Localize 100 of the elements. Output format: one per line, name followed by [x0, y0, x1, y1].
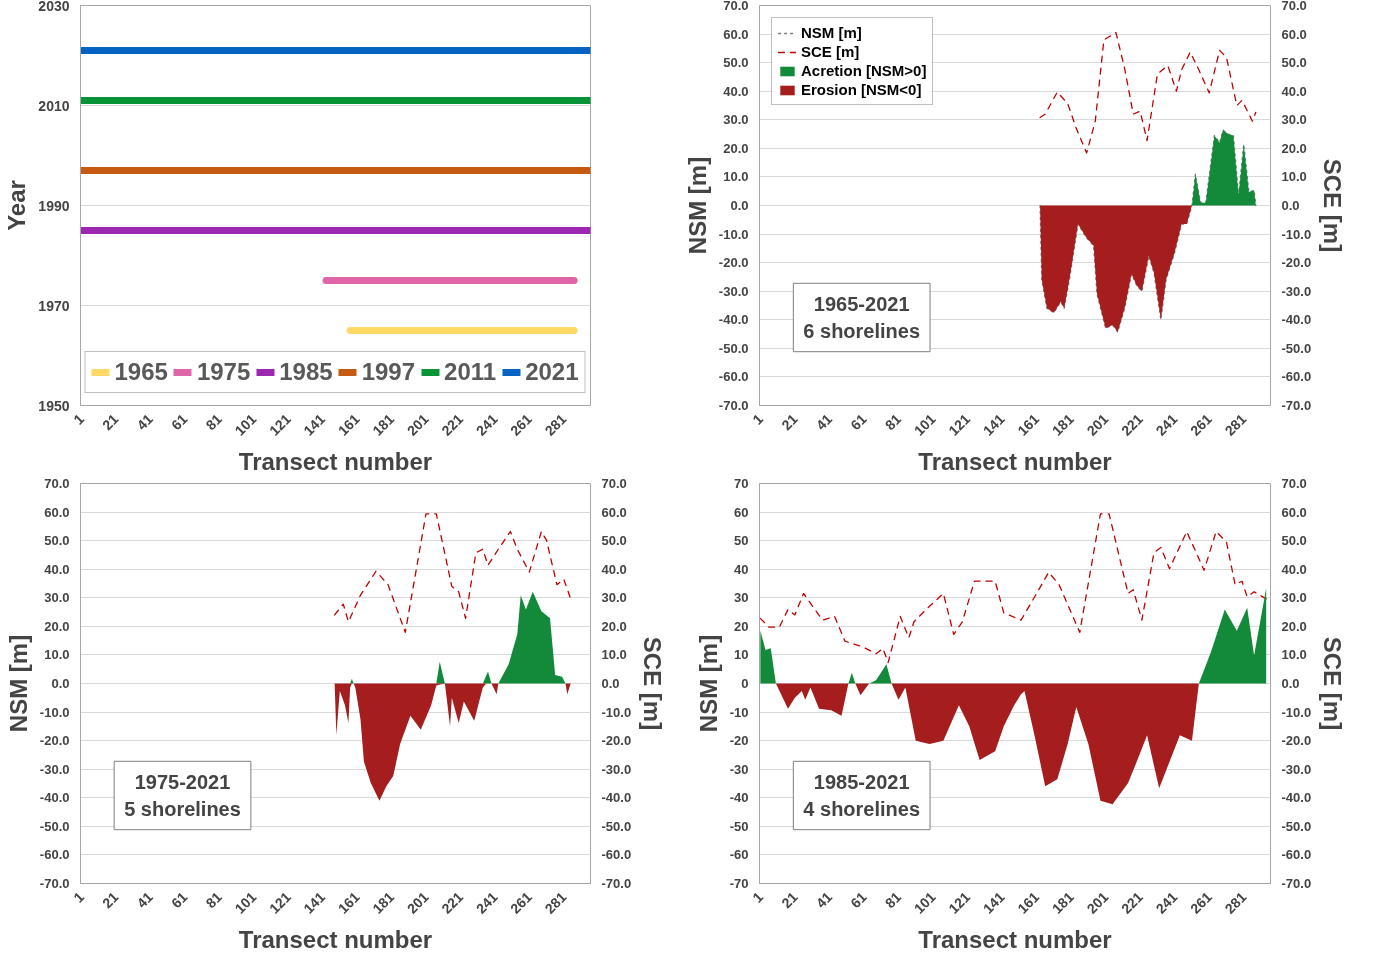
x-tick-label: 261	[1187, 888, 1216, 917]
y-axis-title: NSM [m]	[683, 156, 711, 255]
y2-tick-label: 50.0	[1281, 533, 1307, 549]
x-tick-label: 181	[369, 888, 398, 917]
y-tick-label: 10	[734, 647, 749, 663]
x-tick-label: 141	[979, 888, 1008, 917]
y2-tick-label: -10.0	[1281, 704, 1312, 720]
y2-tick-label: 60.0	[601, 504, 627, 520]
y-tick-label: -50	[729, 818, 749, 834]
y-tick-label: 2030	[38, 0, 70, 14]
y-tick-label: 40	[734, 561, 749, 577]
y-tick-label: -40.0	[39, 790, 70, 806]
y2-tick-label: -40.0	[1281, 312, 1312, 328]
y-tick-label: -60.0	[718, 369, 749, 385]
y2-tick-label: 10.0	[1281, 647, 1307, 663]
y2-tick-label: 50.0	[1281, 55, 1307, 71]
x-tick-label: 241	[472, 888, 501, 917]
y-tick-label: -70.0	[39, 876, 70, 891]
x-tick-label: 21	[778, 410, 801, 434]
y-tick-label: 60.0	[723, 26, 749, 42]
y-tick-label: 20.0	[44, 618, 70, 634]
y2-axis-title: SCE [m]	[639, 636, 667, 731]
y2-tick-label: 40.0	[1281, 83, 1307, 99]
y2-tick-label: 60.0	[1281, 26, 1307, 42]
y2-tick-label: -60.0	[1281, 847, 1312, 863]
y2-tick-label: -30.0	[601, 761, 632, 777]
x-tick-label: 81	[202, 888, 226, 912]
legend-label: 2011	[444, 358, 497, 386]
x-tick-label: 181	[1048, 888, 1077, 917]
y-tick-label: 30	[734, 590, 749, 606]
y2-tick-label: -60.0	[601, 847, 632, 863]
legend-label: SCE [m]	[801, 43, 860, 60]
y-tick-label: -70	[729, 876, 749, 891]
y-tick-label: 2010	[38, 97, 70, 114]
x-tick-label: 281	[1221, 888, 1250, 917]
y-tick-label: 40.0	[44, 561, 70, 577]
y-tick-label: -50.0	[718, 340, 749, 356]
legend-label: Acretion [NSM>0]	[801, 62, 927, 79]
y2-tick-label: -50.0	[1281, 340, 1312, 356]
annotation: 1985-2021 4 shorelines	[803, 771, 921, 820]
x-tick-label: 281	[541, 888, 570, 917]
y-tick-label: -50.0	[39, 818, 70, 834]
y-axis-title: Year	[3, 180, 31, 231]
y2-tick-label: 0.0	[1281, 198, 1300, 213]
y-tick-label: 40.0	[723, 83, 749, 99]
y-tick-label: 20.0	[723, 140, 749, 156]
y2-tick-label: 60.0	[1281, 504, 1307, 520]
y2-axis-title: SCE [m]	[1319, 158, 1347, 253]
y-tick-label: 70.0	[44, 476, 70, 491]
legend-label: 1965	[114, 358, 168, 386]
x-tick-label: 101	[910, 888, 939, 917]
y-tick-label: -40.0	[718, 312, 749, 328]
y-tick-label: -30.0	[39, 761, 70, 777]
y2-tick-label: -10.0	[601, 704, 632, 720]
y-tick-label: -30	[729, 761, 749, 777]
x-tick-label: 61	[847, 888, 870, 912]
x-tick-label: 201	[1083, 410, 1112, 439]
y2-tick-label: -60.0	[1281, 369, 1312, 385]
y-tick-label: -40	[729, 790, 749, 806]
x-tick-label: 101	[231, 888, 260, 917]
x-tick-label: 21	[99, 888, 122, 912]
x-tick-label: 81	[881, 888, 905, 912]
x-tick-label: 1	[70, 410, 88, 428]
y2-tick-label: -30.0	[1281, 283, 1312, 299]
y2-tick-label: -10.0	[1281, 226, 1312, 242]
y-tick-label: 1950	[38, 397, 70, 414]
y2-tick-label: 40.0	[1281, 561, 1307, 577]
y-tick-label: 50	[734, 533, 749, 549]
x-tick-label: 121	[265, 410, 294, 439]
y-tick-label: 70.0	[723, 0, 749, 13]
x-tick-label: 1	[749, 410, 767, 428]
x-tick-label: 181	[369, 410, 398, 439]
legend-label: 2021	[525, 358, 579, 386]
x-axis-title: Transect number	[918, 926, 1112, 954]
x-tick-label: 101	[910, 410, 939, 439]
y2-tick-label: -50.0	[601, 818, 632, 834]
x-tick-label: 261	[1187, 410, 1216, 439]
x-tick-label: 221	[438, 888, 467, 917]
annotation: 1975-2021 5 shorelines	[124, 771, 241, 820]
x-tick-label: 121	[945, 888, 974, 917]
y-tick-label: -20.0	[39, 733, 70, 749]
x-tick-label: 41	[812, 410, 836, 434]
legend-label: 1985	[279, 358, 333, 386]
y-tick-label: -10.0	[718, 226, 749, 242]
y-tick-label: -60.0	[39, 847, 70, 863]
x-tick-label: 161	[334, 888, 363, 917]
x-tick-label: 101	[231, 410, 260, 439]
y2-tick-label: 70.0	[1281, 0, 1307, 13]
y2-tick-label: 30.0	[1281, 112, 1307, 128]
y-tick-label: 0	[741, 676, 749, 691]
y-tick-label: 60	[734, 504, 749, 520]
y-tick-label: -20.0	[718, 255, 749, 271]
y2-tick-label: 40.0	[601, 561, 627, 577]
y2-tick-label: -30.0	[1281, 761, 1312, 777]
x-tick-label: 1	[749, 888, 767, 906]
x-tick-label: 81	[202, 410, 226, 434]
y-tick-label: -60	[729, 847, 749, 863]
y-tick-label: 10.0	[44, 647, 70, 663]
y2-tick-label: 10.0	[1281, 169, 1307, 185]
y2-tick-label: -20.0	[1281, 733, 1312, 749]
